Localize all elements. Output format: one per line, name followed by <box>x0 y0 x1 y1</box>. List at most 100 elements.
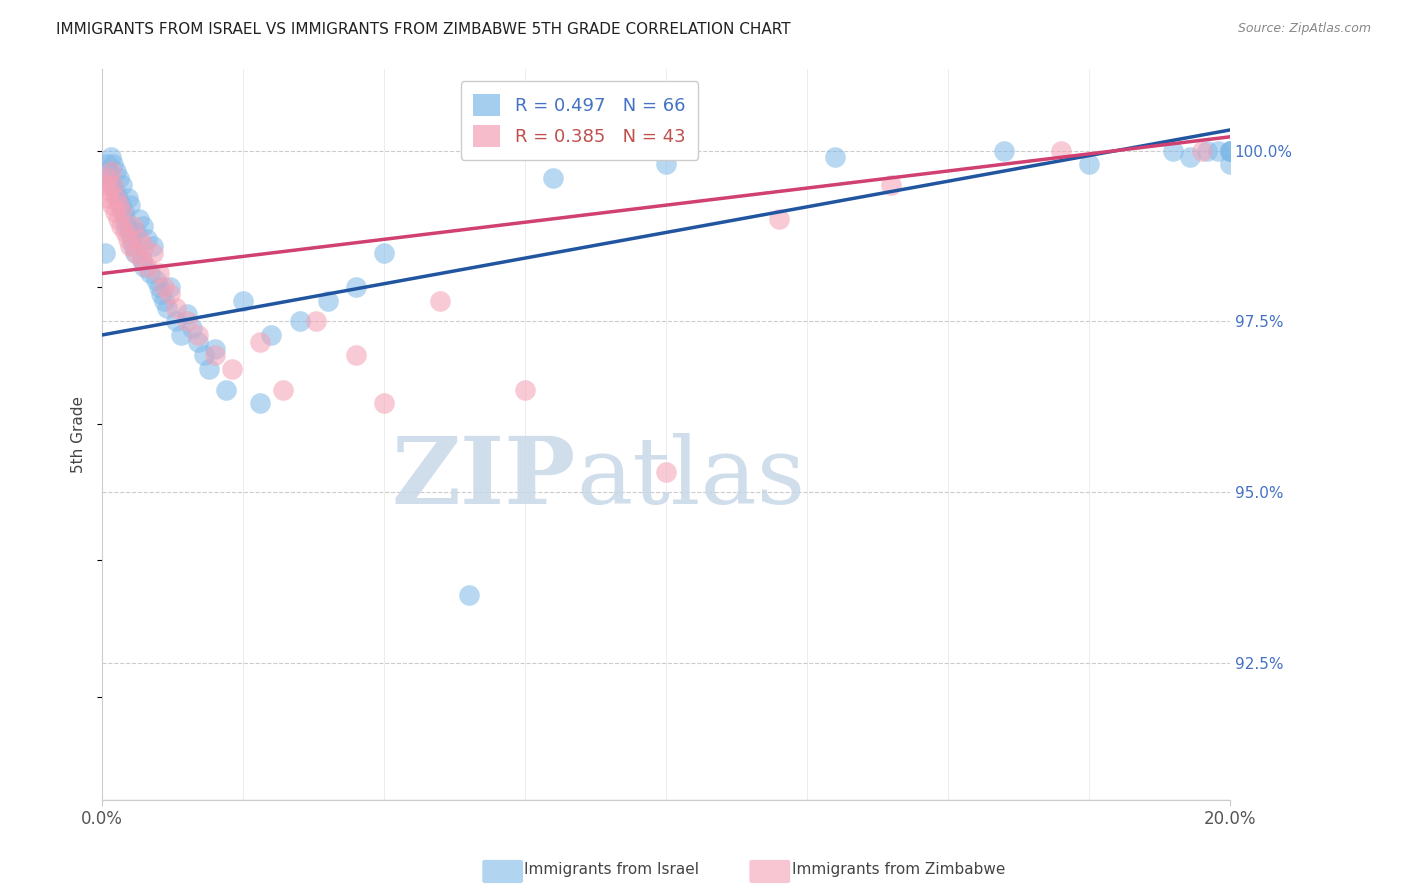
Point <box>122 219 145 233</box>
Point <box>97 164 120 178</box>
Point <box>96 191 118 205</box>
Point <box>305 314 328 328</box>
Point <box>98 185 121 199</box>
Point <box>344 348 367 362</box>
Point <box>104 185 127 199</box>
Point <box>134 260 156 274</box>
Point <box>1077 157 1099 171</box>
Point <box>110 219 132 233</box>
Text: IMMIGRANTS FROM ISRAEL VS IMMIGRANTS FROM ZIMBABWE 5TH GRADE CORRELATION CHART: IMMIGRANTS FROM ISRAEL VS IMMIGRANTS FRO… <box>56 22 790 37</box>
Point <box>165 301 187 315</box>
Point <box>108 170 131 185</box>
Point <box>153 280 176 294</box>
Point <box>105 164 128 178</box>
Point <box>159 280 181 294</box>
Text: Immigrants from Zimbabwe: Immigrants from Zimbabwe <box>792 863 1005 877</box>
Point <box>215 383 238 397</box>
Point <box>125 246 148 260</box>
Y-axis label: 5th Grade: 5th Grade <box>72 395 86 473</box>
Point <box>94 246 117 260</box>
Point <box>1180 150 1202 164</box>
Point <box>768 211 790 226</box>
Point <box>1219 144 1241 158</box>
Point <box>131 252 153 267</box>
Point <box>193 348 215 362</box>
Point <box>121 232 143 246</box>
Text: Immigrants from Israel: Immigrants from Israel <box>524 863 699 877</box>
Point <box>1197 144 1219 158</box>
Point <box>111 205 134 219</box>
Text: atlas: atlas <box>576 433 806 523</box>
Point <box>124 246 146 260</box>
Point <box>271 383 294 397</box>
Point <box>115 219 138 233</box>
Point <box>145 273 167 287</box>
Point <box>103 157 125 171</box>
Point <box>108 198 131 212</box>
Point <box>98 170 121 185</box>
Point <box>1219 144 1241 158</box>
Point <box>993 144 1015 158</box>
Point <box>132 219 155 233</box>
Point <box>117 232 139 246</box>
Point <box>136 232 159 246</box>
Point <box>139 267 162 281</box>
Point <box>100 150 122 164</box>
Point <box>221 362 243 376</box>
Point <box>260 328 283 343</box>
Point <box>120 198 142 212</box>
Point <box>120 239 142 253</box>
Point <box>176 314 198 328</box>
Legend: R = 0.497   N = 66, R = 0.385   N = 43: R = 0.497 N = 66, R = 0.385 N = 43 <box>461 81 699 160</box>
Point <box>429 293 451 308</box>
Point <box>105 191 128 205</box>
Point <box>187 328 209 343</box>
Point <box>1208 144 1230 158</box>
Point <box>344 280 367 294</box>
Point <box>125 226 148 240</box>
Point <box>148 280 170 294</box>
Point <box>288 314 311 328</box>
Point <box>117 191 139 205</box>
Point <box>96 157 118 171</box>
Point <box>187 334 209 349</box>
Point <box>316 293 339 308</box>
Point <box>111 178 134 192</box>
Text: Source: ZipAtlas.com: Source: ZipAtlas.com <box>1237 22 1371 36</box>
Point <box>153 293 176 308</box>
Point <box>148 267 170 281</box>
Point <box>134 239 156 253</box>
Point <box>128 232 150 246</box>
Point <box>513 383 536 397</box>
Point <box>128 211 150 226</box>
Point <box>107 191 129 205</box>
Point <box>114 226 136 240</box>
Text: ZIP: ZIP <box>391 433 576 523</box>
Point <box>176 308 198 322</box>
Point <box>880 178 903 192</box>
Point <box>131 252 153 267</box>
Point <box>94 178 117 192</box>
Point <box>165 314 187 328</box>
Point <box>136 260 159 274</box>
Point <box>204 348 226 362</box>
Point <box>110 198 132 212</box>
Point <box>114 211 136 226</box>
Point <box>541 170 564 185</box>
Point <box>373 246 395 260</box>
Point <box>159 287 181 301</box>
Point <box>170 328 193 343</box>
Point <box>1219 144 1241 158</box>
Point <box>112 205 135 219</box>
Point <box>100 164 122 178</box>
Point <box>150 287 173 301</box>
Point <box>1191 144 1213 158</box>
Point <box>198 362 221 376</box>
Point <box>142 239 165 253</box>
Point <box>97 170 120 185</box>
Point <box>122 239 145 253</box>
Point <box>101 198 124 212</box>
Point <box>181 321 204 335</box>
Point <box>204 342 226 356</box>
Point <box>457 588 479 602</box>
